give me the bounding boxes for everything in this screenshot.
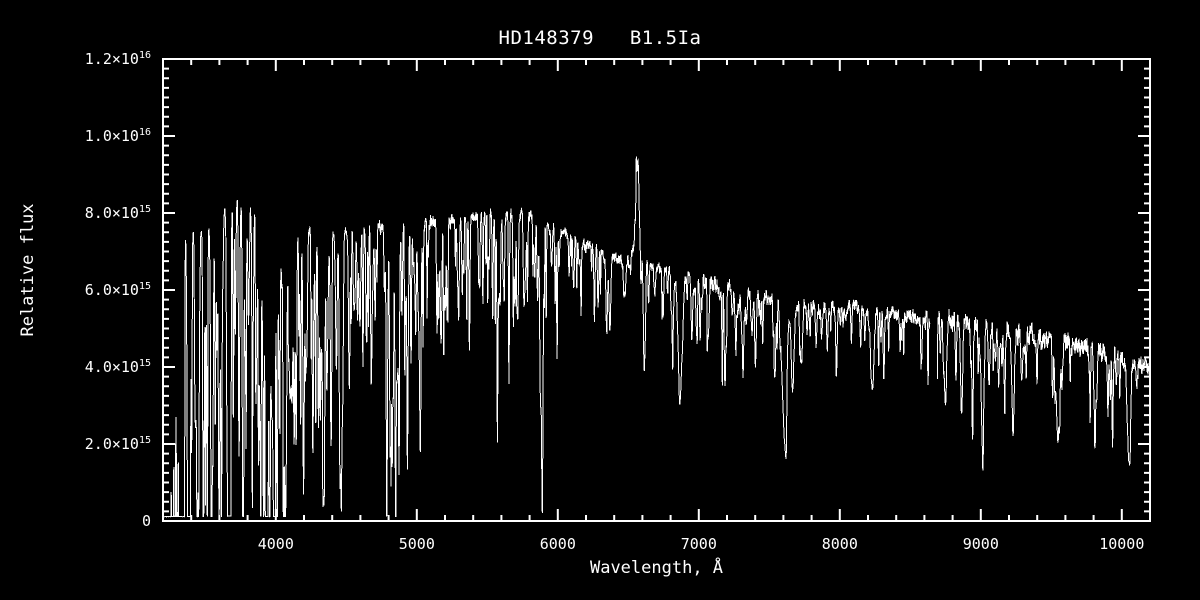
x-tick-label: 4000	[257, 535, 294, 553]
y-tick-label: 6.0×1015	[84, 281, 151, 299]
x-tick-label: 6000	[539, 535, 576, 553]
spectrum-trace	[162, 156, 1151, 518]
y-tick-label: 1.2×1016	[84, 50, 151, 68]
y-tick-exponent: 16	[138, 50, 151, 61]
y-tick-label: 0	[141, 512, 151, 530]
x-tick-label: 7000	[680, 535, 717, 553]
x-tick-label: 9000	[962, 535, 999, 553]
y-tick-exponent: 15	[138, 281, 151, 292]
x-tick-label: 8000	[821, 535, 858, 553]
y-tick-label: 2.0×1015	[84, 435, 151, 453]
y-tick-label: 8.0×1015	[84, 204, 151, 222]
x-tick-label: 5000	[398, 535, 435, 553]
y-tick-label: 4.0×1015	[84, 358, 151, 376]
y-tick-label: 1.0×1016	[84, 127, 151, 145]
x-tick-label: 10000	[1099, 535, 1145, 553]
y-tick-exponent: 15	[138, 358, 151, 369]
chart-title: HD148379 B1.5Ia	[498, 27, 702, 49]
y-tick-exponent: 16	[138, 127, 151, 138]
y-tick-exponent: 15	[138, 435, 151, 446]
axis-tick-marks	[162, 58, 1151, 522]
x-axis-label: Wavelength, Å	[589, 558, 724, 578]
y-tick-exponent: 15	[138, 204, 151, 215]
